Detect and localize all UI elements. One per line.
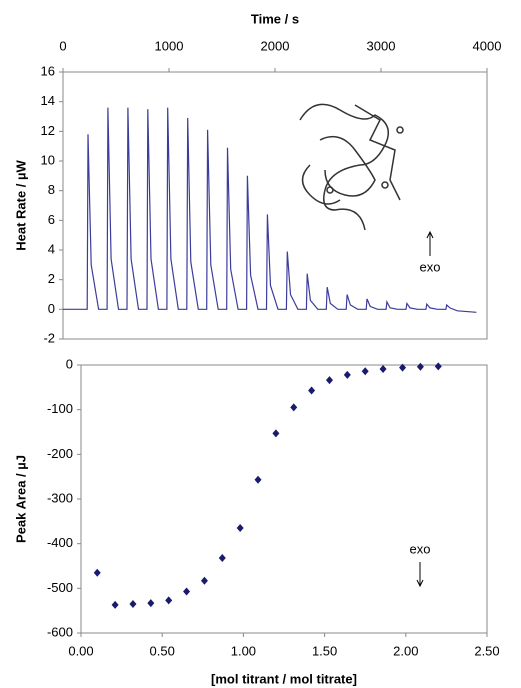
data-point [434,362,442,371]
plot-frame [80,364,488,634]
ribbon [301,164,341,205]
x-tick-label: 4000 [473,38,502,53]
arrow-head [426,230,434,239]
data-point [325,376,333,385]
x-axis-title: [mol titrant / mol titrate] [211,671,357,686]
y-tick-label: -400 [47,535,73,550]
y-tick-label: 0 [66,356,73,371]
data-point [416,362,424,371]
y-tick-label: 10 [41,152,55,167]
data-point [308,386,316,395]
data-point [379,365,387,374]
annotation: exo [420,259,441,274]
atom [396,126,404,134]
y-tick-label: -200 [47,446,73,461]
y-tick-label: 14 [41,93,55,108]
data-point [129,599,137,608]
data-point [218,553,226,562]
y-tick-label: -500 [47,580,73,595]
data-point [361,367,369,376]
y-tick-label: 0 [48,301,55,316]
x-tick-label: 0.50 [150,643,175,658]
y-tick-label: 16 [41,63,55,78]
x-tick-label: 1000 [155,38,184,53]
ribbon [299,103,390,231]
x-tick-label: 2000 [261,38,290,53]
ribbon [354,104,401,201]
x-tick-label: 0.00 [68,643,93,658]
y-axis-title: Heat Rate / µW [13,159,28,250]
x-tick-label: 0 [59,38,66,53]
x-axis-title: Time / s [251,11,299,26]
y-tick-label: -600 [47,624,73,639]
data-point [236,524,244,533]
x-tick-label: 2.00 [393,643,418,658]
data-point [147,599,155,608]
x-tick-label: 2.50 [474,643,499,658]
arrow-head [416,579,424,588]
x-tick-label: 1.50 [312,643,337,658]
data-point [254,475,262,484]
y-axis-title: Peak Area / µJ [13,455,28,543]
data-point [165,596,173,605]
data-point [399,363,407,372]
y-tick-label: 8 [48,182,55,197]
data-point [111,600,119,609]
x-tick-label: 3000 [367,38,396,53]
atom [326,186,334,194]
data-point [183,587,191,596]
data-point [93,568,101,577]
y-tick-label: 4 [48,241,55,256]
atom [381,181,389,189]
y-tick-label: 2 [48,271,55,286]
data-point [272,429,280,438]
data-point [200,576,208,585]
ribbon [319,135,376,197]
y-tick-label: 12 [41,123,55,138]
y-tick-label: -100 [47,401,73,416]
y-tick-label: -300 [47,490,73,505]
x-tick-label: 1.00 [231,643,256,658]
data-point [290,403,298,412]
annotation: exo [410,541,431,556]
y-tick-label: 6 [48,212,55,227]
y-tick-label: -2 [43,330,55,345]
data-point [343,370,351,379]
protein-structure [299,103,404,231]
heat-trace [63,107,477,313]
